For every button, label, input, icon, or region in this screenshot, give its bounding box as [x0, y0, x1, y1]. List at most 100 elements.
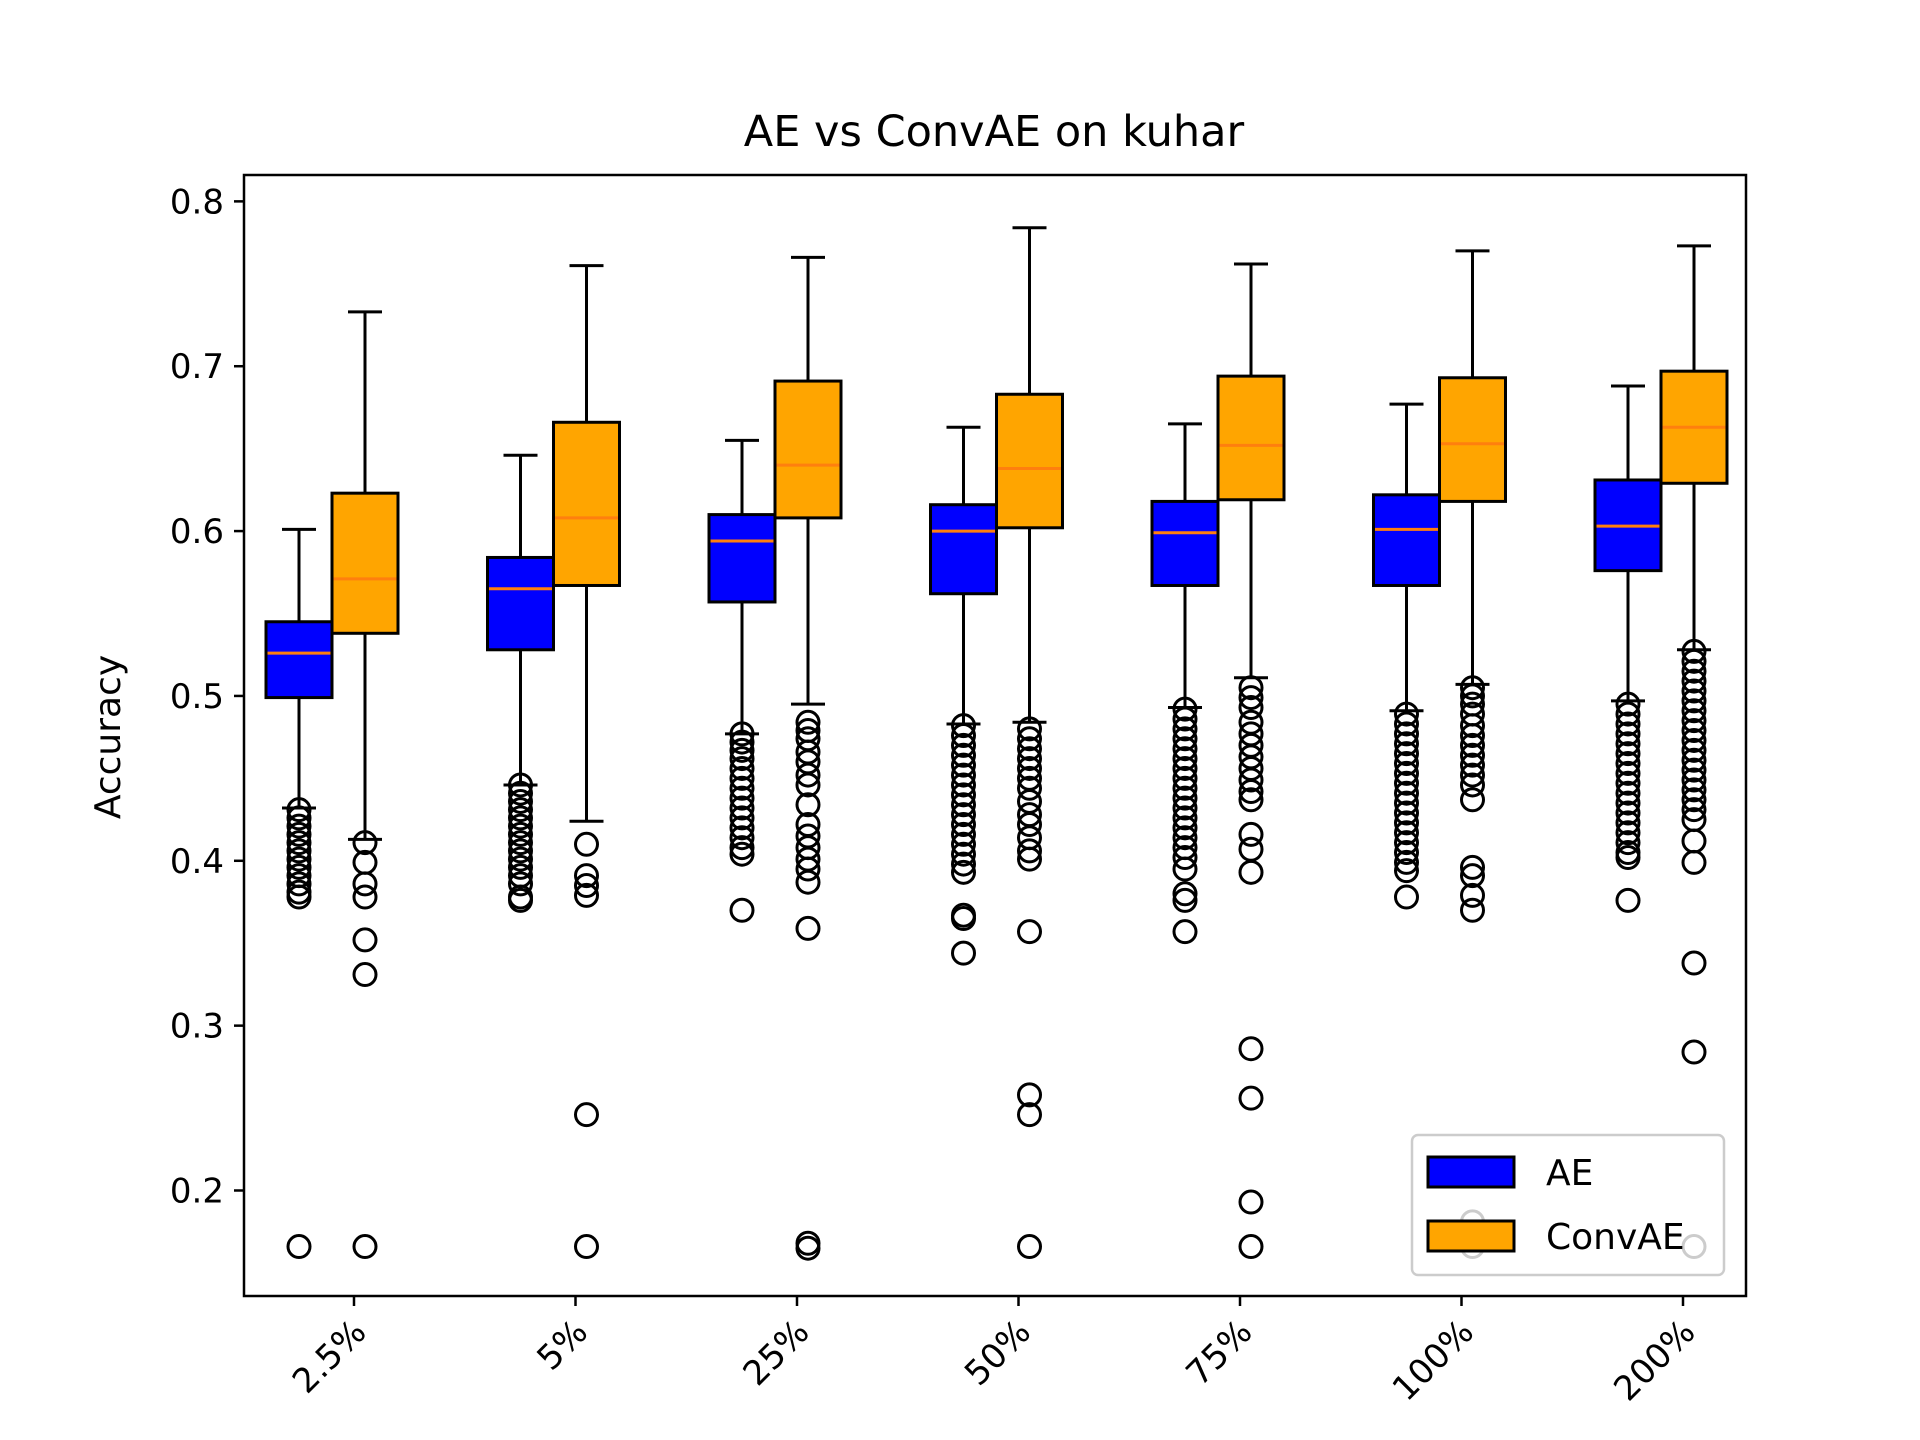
box-convae-3	[995, 226, 1064, 1260]
flier-point	[352, 1234, 378, 1260]
flier-point	[1460, 723, 1485, 748]
box-convae-4	[1216, 262, 1286, 1260]
flier-point	[1394, 760, 1419, 786]
flier-point	[1460, 863, 1485, 889]
flier-point	[795, 1235, 821, 1261]
flier-point	[1460, 762, 1485, 788]
flier-point	[1017, 919, 1042, 945]
flier-point	[1394, 770, 1419, 796]
flier-point	[1394, 849, 1419, 875]
y-tick-label: 0.6	[170, 512, 224, 552]
flier-point	[1017, 726, 1042, 752]
flier-point	[1460, 675, 1485, 701]
plot-area	[264, 226, 1729, 1261]
flier-point	[951, 859, 976, 885]
flier-point	[1394, 701, 1419, 727]
flier-point	[1681, 688, 1707, 714]
y-tick-label: 0.7	[170, 347, 224, 387]
flier-point	[1681, 950, 1707, 976]
flier-point	[795, 792, 821, 818]
flier-point	[951, 821, 976, 847]
flier-point	[1017, 846, 1042, 872]
flier-point	[1681, 648, 1707, 674]
flier-point	[1681, 708, 1707, 734]
flier-point	[729, 815, 755, 841]
flier-point	[951, 752, 976, 778]
box-ae-3	[929, 425, 998, 966]
flier-point	[1394, 830, 1419, 856]
flier-point	[1172, 726, 1198, 752]
flier-point	[1172, 696, 1198, 722]
box-ae-2	[707, 438, 777, 923]
legend: AE ConvAE	[1410, 1133, 1726, 1277]
box-body	[707, 513, 777, 604]
flier-point	[951, 851, 976, 877]
flier-point	[1172, 919, 1198, 945]
flier-point	[1615, 887, 1641, 913]
flier-point	[508, 788, 533, 814]
flier-point	[1615, 830, 1641, 856]
flier-point	[1394, 741, 1419, 767]
flier-point	[1017, 838, 1042, 864]
box-body	[995, 392, 1064, 530]
flier-point	[286, 830, 312, 856]
flier-point	[1172, 856, 1198, 882]
flier-point	[1615, 780, 1641, 806]
flier-point	[729, 785, 755, 811]
flier-point	[1172, 887, 1198, 913]
flier-point	[352, 871, 378, 897]
flier-point	[951, 782, 976, 808]
flier-point	[1394, 858, 1419, 884]
flier-point	[1681, 757, 1707, 783]
flier-point	[508, 797, 533, 823]
flier-point	[729, 775, 755, 801]
flier-point	[1681, 668, 1707, 694]
flier-point	[1394, 780, 1419, 806]
flier-point	[1172, 825, 1198, 851]
flier-point	[729, 825, 755, 851]
flier-point	[795, 772, 821, 798]
flier-point	[574, 882, 599, 908]
flier-point	[1394, 800, 1419, 826]
flier-point	[508, 887, 533, 913]
flier-point	[729, 746, 755, 772]
flier-point	[951, 841, 976, 867]
flier-point	[1238, 685, 1264, 711]
flier-point	[508, 780, 533, 806]
flier-point	[1238, 1189, 1264, 1215]
flier-point	[729, 897, 755, 923]
y-tick-label: 0.3	[170, 1007, 224, 1047]
flier-point	[1681, 797, 1707, 823]
flier-point	[951, 831, 976, 857]
flier-point	[1394, 840, 1419, 866]
flier-point	[286, 1234, 312, 1260]
flier-point	[508, 854, 533, 880]
flier-point	[352, 830, 378, 856]
flier-point	[1172, 815, 1198, 841]
box-body	[929, 503, 998, 596]
flier-point	[1394, 790, 1419, 816]
flier-point	[1615, 731, 1641, 757]
box-convae-1	[552, 264, 621, 1260]
flier-point	[729, 841, 755, 867]
flier-point	[729, 729, 755, 755]
flier-point	[1172, 775, 1198, 801]
flier-point	[1017, 1234, 1042, 1260]
flier-point	[286, 846, 312, 872]
flier-point	[1394, 751, 1419, 777]
flier-point	[951, 812, 976, 838]
flier-point	[1615, 790, 1641, 816]
flier-point	[1172, 844, 1198, 870]
flier-point	[1460, 742, 1485, 768]
flier-point	[352, 884, 378, 910]
flier-point	[1460, 772, 1485, 798]
flier-point	[1238, 779, 1264, 805]
flier-point	[1681, 777, 1707, 803]
flier-point	[1172, 706, 1198, 732]
flier-point	[574, 1102, 599, 1128]
flier-point	[1172, 881, 1198, 907]
flier-point	[1681, 737, 1707, 763]
flier-point	[1681, 718, 1707, 744]
flier-point	[729, 805, 755, 831]
y-tick-label: 0.2	[170, 1171, 224, 1211]
